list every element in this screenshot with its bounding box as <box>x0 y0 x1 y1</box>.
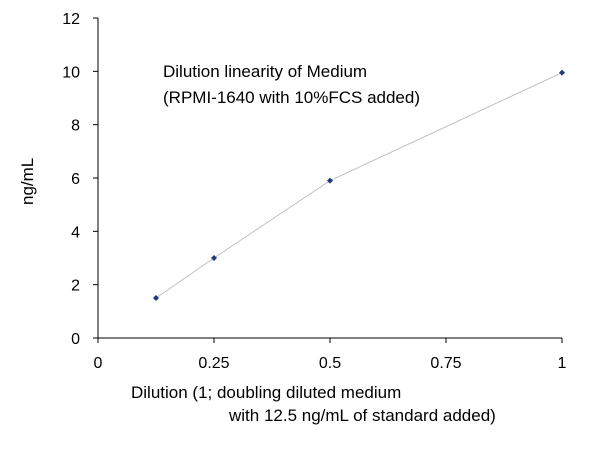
x-tick-label: 0.75 <box>430 355 461 372</box>
data-point <box>559 69 565 76</box>
y-axis-label: ng/mL <box>18 157 37 205</box>
data-point <box>211 255 217 261</box>
x-tick-label: 1 <box>558 355 567 372</box>
x-axis-ticks: 0 0.25 0.5 0.75 1 <box>94 338 567 372</box>
y-tick-label: 6 <box>71 171 80 188</box>
y-tick-label: 4 <box>71 224 80 241</box>
x-tick-label: 0.5 <box>319 355 341 372</box>
x-axis-label-line-2: with 12.5 ng/mL of standard added) <box>229 406 496 425</box>
y-tick-label: 10 <box>62 64 80 81</box>
chart-title-line-1: Dilution linearity of Medium <box>163 62 368 81</box>
series-line <box>155 72 563 299</box>
x-tick-label: 0.25 <box>198 355 229 372</box>
data-point <box>153 295 159 301</box>
y-tick-label: 2 <box>71 278 80 295</box>
y-tick-label: 0 <box>71 331 80 348</box>
y-tick-label: 12 <box>62 11 80 28</box>
chart-title-line-2: (RPMI-1640 with 10%FCS added) <box>163 88 421 107</box>
x-tick-label: 0 <box>94 355 103 372</box>
data-point <box>327 177 333 184</box>
x-axis-label-line-1: Dilution (1; doubling diluted medium <box>131 383 402 402</box>
y-axis-ticks: 0 2 4 6 8 10 12 <box>62 11 98 348</box>
series-group <box>153 69 565 301</box>
y-tick-label: 8 <box>71 118 80 135</box>
